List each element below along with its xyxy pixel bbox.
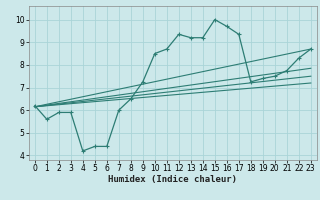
X-axis label: Humidex (Indice chaleur): Humidex (Indice chaleur) (108, 175, 237, 184)
